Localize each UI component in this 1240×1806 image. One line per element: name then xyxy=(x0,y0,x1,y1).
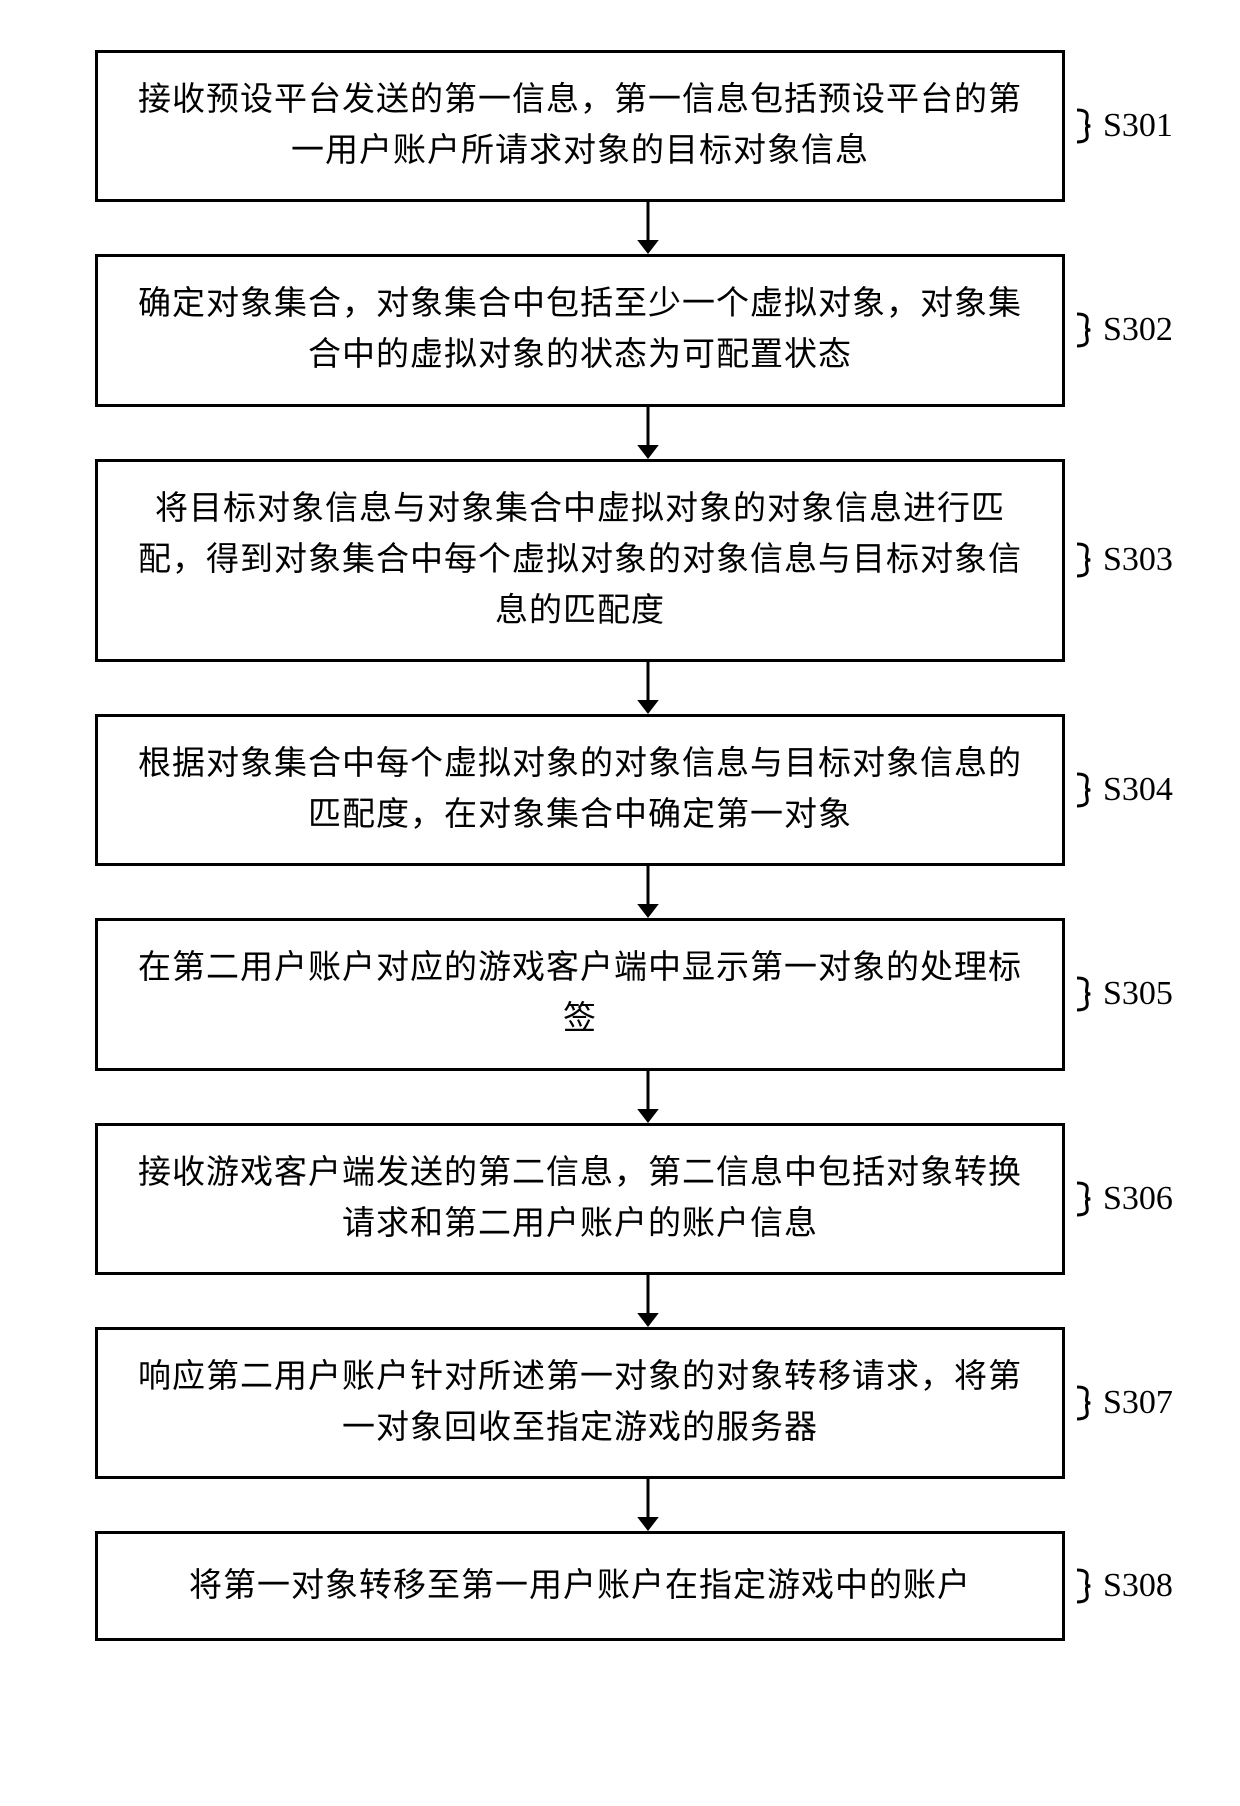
step-label-wrap: S301 xyxy=(1075,50,1173,202)
label-connector xyxy=(1075,1565,1103,1607)
label-connector xyxy=(1075,1382,1103,1424)
step-text: 响应第二用户账户针对所述第一对象的对象转移请求，将第一对象回收至指定游戏的服务器 xyxy=(126,1352,1034,1454)
arrow-connector xyxy=(163,407,1133,459)
label-connector xyxy=(1075,769,1103,811)
label-connector xyxy=(1075,1178,1103,1220)
step-label: S303 xyxy=(1103,541,1173,579)
step-label-wrap: S302 xyxy=(1075,254,1173,406)
arrow-connector xyxy=(163,662,1133,714)
step-box: 接收预设平台发送的第一信息，第一信息包括预设平台的第一用户账户所请求对象的目标对… xyxy=(95,50,1065,202)
label-connector xyxy=(1075,105,1103,147)
arrow-connector xyxy=(163,202,1133,254)
step-box: 接收游戏客户端发送的第二信息，第二信息中包括对象转换请求和第二用户账户的账户信息 xyxy=(95,1123,1065,1275)
step-label-wrap: S308 xyxy=(1075,1531,1173,1641)
flow-step: 响应第二用户账户针对所述第一对象的对象转移请求，将第一对象回收至指定游戏的服务器… xyxy=(40,1327,1200,1479)
arrow-connector xyxy=(163,1275,1133,1327)
step-label: S302 xyxy=(1103,311,1173,349)
flow-step: 接收预设平台发送的第一信息，第一信息包括预设平台的第一用户账户所请求对象的目标对… xyxy=(40,50,1200,202)
step-label-wrap: S303 xyxy=(1075,459,1173,662)
step-text: 将第一对象转移至第一用户账户在指定游戏中的账户 xyxy=(189,1561,971,1612)
arrow-connector xyxy=(163,1071,1133,1123)
step-label-wrap: S307 xyxy=(1075,1327,1173,1479)
step-text: 将目标对象信息与对象集合中虚拟对象的对象信息进行匹配，得到对象集合中每个虚拟对象… xyxy=(126,484,1034,637)
step-label-wrap: S304 xyxy=(1075,714,1173,866)
flow-step: 根据对象集合中每个虚拟对象的对象信息与目标对象信息的匹配度，在对象集合中确定第一… xyxy=(40,714,1200,866)
step-text: 确定对象集合，对象集合中包括至少一个虚拟对象，对象集合中的虚拟对象的状态为可配置… xyxy=(126,279,1034,381)
step-box: 将第一对象转移至第一用户账户在指定游戏中的账户 xyxy=(95,1531,1065,1641)
flow-step: 将目标对象信息与对象集合中虚拟对象的对象信息进行匹配，得到对象集合中每个虚拟对象… xyxy=(40,459,1200,662)
label-connector xyxy=(1075,539,1103,581)
step-label: S306 xyxy=(1103,1180,1173,1218)
step-label-wrap: S305 xyxy=(1075,918,1173,1070)
flow-step: 确定对象集合，对象集合中包括至少一个虚拟对象，对象集合中的虚拟对象的状态为可配置… xyxy=(40,254,1200,406)
step-box: 确定对象集合，对象集合中包括至少一个虚拟对象，对象集合中的虚拟对象的状态为可配置… xyxy=(95,254,1065,406)
arrow-connector xyxy=(163,866,1133,918)
step-label: S304 xyxy=(1103,771,1173,809)
flow-step: 接收游戏客户端发送的第二信息，第二信息中包括对象转换请求和第二用户账户的账户信息… xyxy=(40,1123,1200,1275)
step-label: S305 xyxy=(1103,975,1173,1013)
step-label: S308 xyxy=(1103,1567,1173,1605)
step-label-wrap: S306 xyxy=(1075,1123,1173,1275)
step-text: 接收预设平台发送的第一信息，第一信息包括预设平台的第一用户账户所请求对象的目标对… xyxy=(126,75,1034,177)
step-box: 响应第二用户账户针对所述第一对象的对象转移请求，将第一对象回收至指定游戏的服务器 xyxy=(95,1327,1065,1479)
step-label: S307 xyxy=(1103,1384,1173,1422)
arrow-connector xyxy=(163,1479,1133,1531)
step-box: 根据对象集合中每个虚拟对象的对象信息与目标对象信息的匹配度，在对象集合中确定第一… xyxy=(95,714,1065,866)
flowchart-container: 接收预设平台发送的第一信息，第一信息包括预设平台的第一用户账户所请求对象的目标对… xyxy=(40,50,1200,1641)
step-text: 在第二用户账户对应的游戏客户端中显示第一对象的处理标签 xyxy=(126,943,1034,1045)
step-box: 在第二用户账户对应的游戏客户端中显示第一对象的处理标签 xyxy=(95,918,1065,1070)
step-box: 将目标对象信息与对象集合中虚拟对象的对象信息进行匹配，得到对象集合中每个虚拟对象… xyxy=(95,459,1065,662)
flow-step: 在第二用户账户对应的游戏客户端中显示第一对象的处理标签 S305 xyxy=(40,918,1200,1070)
label-connector xyxy=(1075,973,1103,1015)
step-text: 接收游戏客户端发送的第二信息，第二信息中包括对象转换请求和第二用户账户的账户信息 xyxy=(126,1148,1034,1250)
step-label: S301 xyxy=(1103,107,1173,145)
label-connector xyxy=(1075,309,1103,351)
flow-step: 将第一对象转移至第一用户账户在指定游戏中的账户 S308 xyxy=(40,1531,1200,1641)
step-text: 根据对象集合中每个虚拟对象的对象信息与目标对象信息的匹配度，在对象集合中确定第一… xyxy=(126,739,1034,841)
